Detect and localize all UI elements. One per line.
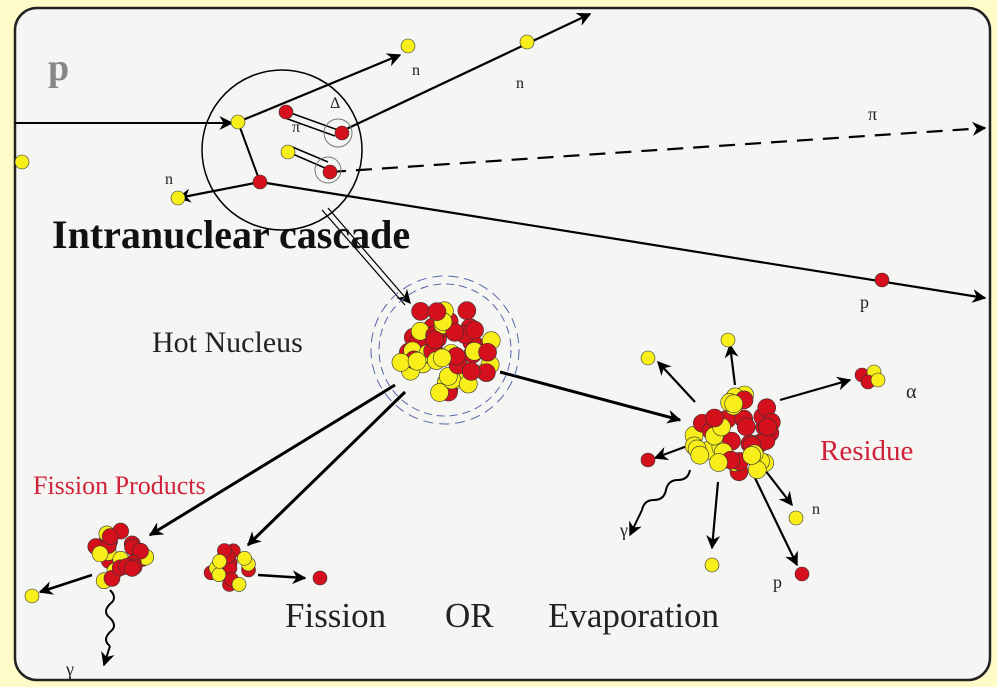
nucleon [724, 394, 743, 414]
nucleon [24, 588, 40, 604]
nucleon [736, 417, 756, 437]
nucleon [334, 125, 350, 141]
nucleon [709, 453, 728, 472]
nucleon [312, 570, 328, 586]
nucleon [430, 383, 449, 402]
nucleon [704, 557, 720, 573]
nucleon [237, 550, 252, 566]
nucleon [874, 272, 890, 288]
nucleon [640, 452, 656, 468]
nucleon [280, 144, 296, 160]
label: π [868, 104, 877, 124]
nucleon [212, 554, 227, 569]
nucleon [170, 190, 186, 206]
label: n [165, 171, 173, 188]
nucleon [231, 577, 247, 592]
nucleon [411, 302, 430, 321]
nucleon [14, 154, 30, 170]
nucleon [461, 362, 481, 381]
nucleon [432, 348, 452, 368]
nucleon [519, 34, 535, 50]
nucleon [391, 353, 411, 372]
nucleon [101, 528, 119, 545]
label: n [812, 501, 820, 518]
nucleon [478, 342, 497, 362]
nucleon [123, 560, 141, 577]
nucleon [705, 408, 724, 428]
nucleon [794, 566, 810, 582]
nucleon [278, 104, 294, 120]
nucleon [788, 510, 804, 526]
label: α [906, 381, 917, 403]
label: n [412, 62, 420, 79]
nucleon [427, 302, 447, 321]
label: Fission Products [33, 471, 206, 500]
nucleon [742, 446, 761, 465]
nucleon [425, 330, 445, 350]
nucleon [400, 38, 416, 54]
label: γ [65, 659, 74, 679]
nucleon [230, 114, 246, 130]
nucleon [690, 445, 710, 465]
label: Fission [285, 596, 386, 635]
nucleon [758, 417, 777, 437]
label: p [48, 47, 69, 89]
label: γ [619, 520, 628, 540]
nucleon [720, 332, 736, 348]
label: p [773, 572, 782, 592]
label: Δ [330, 95, 340, 112]
arrows [15, 13, 987, 667]
label: OR [445, 596, 494, 635]
nucleon [640, 350, 656, 366]
label: n [516, 75, 524, 92]
nucleon [445, 323, 465, 342]
nucleon [91, 545, 109, 563]
label: Evaporation [548, 596, 719, 635]
nucleons [14, 34, 890, 604]
nucleon [465, 320, 484, 340]
label: Intranuclear cascade [52, 212, 410, 257]
nucleon [211, 567, 227, 582]
nucleon [322, 164, 338, 180]
label: Residue [820, 435, 913, 467]
nucleon [407, 351, 427, 371]
nucleon [870, 372, 886, 388]
label: π [292, 119, 300, 136]
label: Hot Nucleus [152, 326, 303, 359]
nucleon [252, 174, 268, 190]
nucleon [457, 301, 477, 320]
label: p [860, 292, 869, 312]
